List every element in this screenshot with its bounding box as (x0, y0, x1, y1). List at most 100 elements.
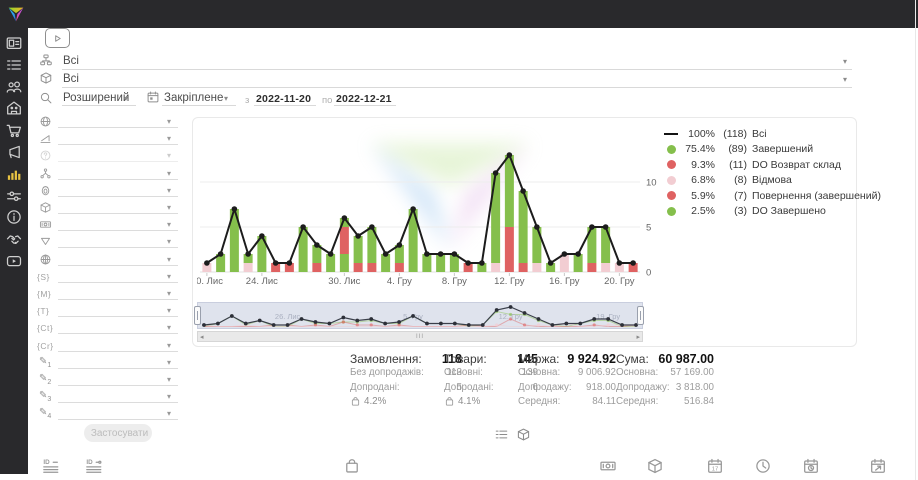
sidebar-item-sliders-icon[interactable] (5, 187, 23, 205)
filter-dropdown-18[interactable] (58, 419, 178, 421)
chevron-down-icon[interactable]: ▾ (843, 57, 848, 66)
pencil-filter-icon: ✎3 (39, 390, 52, 404)
legend-item[interactable]: 75.4% (89) Завершений (664, 142, 854, 158)
sidebar-item-orders-list-icon[interactable] (5, 56, 23, 74)
id-order-icon[interactable]: ID (85, 456, 103, 476)
filter-dropdown-1[interactable] (58, 127, 178, 128)
chevron-down-icon[interactable]: ▾ (167, 392, 172, 402)
filter-dropdown-4[interactable] (58, 178, 178, 180)
filter-dropdown-9[interactable] (58, 264, 178, 266)
package-icon[interactable] (646, 456, 664, 476)
chevron-down-icon[interactable]: ▾ (167, 185, 172, 195)
sidebar-item-warehouse-icon[interactable] (5, 99, 23, 117)
chevron-down-icon[interactable]: ▾ (167, 168, 172, 178)
chevron-down-icon[interactable]: ▾ (167, 203, 172, 212)
calendar-date-icon[interactable]: 17 (706, 456, 724, 476)
filter-dropdown-16[interactable] (58, 385, 178, 386)
legend-item[interactable]: 100% (118) Всі (664, 126, 854, 142)
date-from-input[interactable]: 2022-11-20 (256, 93, 312, 105)
chevron-down-icon[interactable]: ▾ (167, 409, 172, 419)
legend-item[interactable]: 5.9% (7) Повернення (завершений) (664, 188, 881, 204)
chevron-down-icon[interactable]: ▾ (167, 357, 172, 367)
date-to-input[interactable]: 2022-12-21 (336, 93, 392, 105)
calendar-export-icon[interactable] (869, 456, 887, 476)
chart-scrollbar[interactable]: ◂ III ▸ (197, 331, 643, 342)
search-mode-select[interactable]: Розширений (63, 92, 130, 104)
scroll-left-arrow[interactable]: ◂ (200, 333, 204, 341)
site-filter-value[interactable]: Всі (63, 55, 79, 67)
range-handle-left[interactable] (194, 306, 201, 325)
id-sort-icon[interactable]: ID (42, 456, 60, 476)
bag-icon[interactable] (343, 456, 361, 476)
window-edge (915, 0, 916, 480)
chevron-down-icon[interactable]: ▾ (167, 289, 172, 298)
chevron-down-icon[interactable]: ▾ (167, 134, 172, 144)
orders-chart[interactable]: 20. Лис 24. Лис 30. Лис 4. Гру 8. Гру 12. Гру… (197, 118, 657, 290)
chevron-down-icon[interactable]: ▾ (167, 237, 172, 247)
sidebar-item-cart-icon[interactable] (5, 121, 23, 139)
banknote-icon (39, 218, 52, 231)
period-mode-select[interactable]: Закріплене (164, 92, 224, 104)
svg-text:ID: ID (43, 459, 50, 466)
chevron-down-icon[interactable]: ▾ (167, 323, 172, 333)
filter-dropdown-3[interactable] (58, 161, 178, 163)
banknote-icon[interactable] (599, 456, 617, 476)
range-handle-right[interactable] (637, 306, 644, 325)
stat-subrow: Середня: 84.11 (518, 396, 616, 407)
sidebar-item-analytics-chart-icon[interactable] (5, 165, 23, 183)
chevron-down-icon[interactable]: ▾ (224, 94, 229, 103)
toggle-list-chart-icon[interactable] (494, 427, 509, 442)
filter-dropdown-13[interactable] (58, 333, 178, 335)
sidebar-item-info-icon[interactable] (5, 208, 23, 226)
minimap-series: 26. Лис 5. Гру 12. Гру 19. Гру (202, 305, 638, 328)
sidebar-item-dashboard-board-icon[interactable] (5, 34, 23, 52)
date-to-underline (334, 105, 396, 106)
filter-dropdown-5[interactable] (58, 195, 178, 197)
search-icon[interactable] (39, 91, 53, 105)
chevron-down-icon[interactable]: ▾ (167, 151, 172, 161)
toggle-package-icon[interactable] (516, 427, 531, 442)
sidebar-item-customers-icon[interactable] (5, 78, 23, 96)
video-tutorial-button[interactable] (45, 28, 70, 48)
legend-percent: 75.4% (685, 143, 715, 156)
sidebar-item-megaphone-icon[interactable] (5, 143, 23, 161)
filter-dropdown-10[interactable] (58, 281, 178, 283)
scrollbar-grip[interactable]: III (415, 333, 424, 340)
chevron-down-icon[interactable]: ▾ (167, 254, 172, 264)
legend-item[interactable]: 2.5% (3) DO Завершено (664, 204, 854, 220)
svg-text:0: 0 (646, 268, 651, 279)
filter-dropdown-12[interactable] (58, 316, 178, 318)
filter-dropdown-7[interactable] (58, 230, 178, 232)
scroll-right-arrow[interactable]: ▸ (636, 333, 640, 341)
filter-dropdown-6[interactable] (58, 213, 178, 214)
stats-column: Маржа: 9 924.92 Основна: 9 006.92 Допродажу:… (518, 352, 616, 410)
filter-dropdown-11[interactable] (58, 299, 178, 300)
chevron-down-icon[interactable]: ▾ (167, 117, 172, 126)
clock-icon[interactable] (754, 456, 772, 476)
apply-button[interactable]: Застосувати (84, 424, 152, 444)
product-filter-value[interactable]: Всі (63, 73, 79, 85)
token-filter-icon: {T} (37, 306, 50, 317)
token-filter-icon: {Cr} (37, 340, 54, 351)
brand-logo-icon[interactable] (5, 3, 27, 25)
chevron-down-icon[interactable]: ▾ (167, 306, 172, 316)
legend-item[interactable]: 9.3% (11) DO Возврат склад (664, 157, 854, 173)
chevron-down-icon[interactable]: ▾ (843, 75, 848, 84)
chevron-down-icon[interactable]: ▾ (167, 271, 172, 281)
filter-dropdown-8[interactable] (58, 247, 178, 249)
chevron-down-icon[interactable]: ▾ (167, 220, 172, 230)
sidebar-item-handshake-icon[interactable] (5, 230, 23, 248)
filter-dropdown-17[interactable] (58, 402, 178, 404)
chevron-down-icon[interactable]: ▾ (124, 94, 129, 103)
filter-dropdown-2[interactable] (58, 144, 178, 146)
filter-dropdown-15[interactable] (58, 367, 178, 369)
filter-dropdown-14[interactable] (58, 350, 178, 352)
site-filter-underline (62, 69, 852, 70)
calendar-icon[interactable] (146, 90, 160, 104)
legend-item[interactable]: 6.8% (8) Відмова (664, 173, 854, 189)
sidebar-item-video-play-icon[interactable] (5, 252, 23, 270)
chevron-down-icon[interactable]: ▾ (167, 375, 172, 384)
calendar-clock-icon[interactable] (802, 456, 820, 476)
stat-subrow: Основна: 57 169.00 (616, 367, 714, 378)
chevron-down-icon[interactable]: ▾ (167, 340, 172, 350)
